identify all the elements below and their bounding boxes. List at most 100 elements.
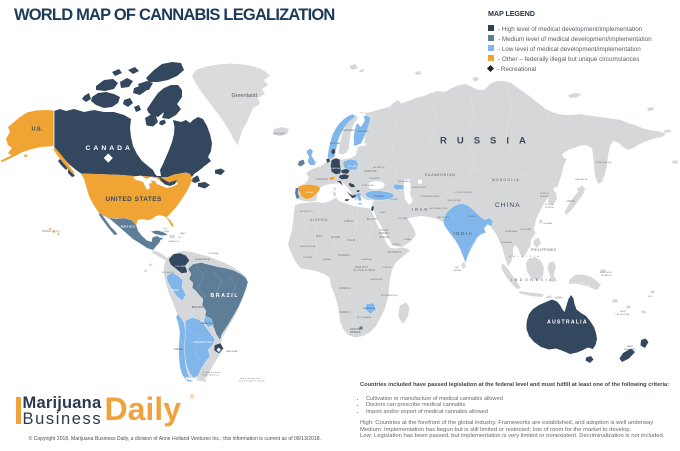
svg-text:UKRAINE: UKRAINE: [369, 177, 380, 180]
svg-text:AUSTRALIA: AUSTRALIA: [547, 320, 588, 326]
svg-text:TAJIKISTAN: TAJIKISTAN: [447, 199, 461, 202]
svg-text:ECUADOR: ECUADOR: [162, 271, 175, 274]
svg-text:SAKHALIN: SAKHALIN: [575, 178, 588, 181]
svg-text:PERU: PERU: [171, 288, 179, 292]
svg-text:CANADA: CANADA: [86, 145, 133, 152]
svg-text:KOREA: KOREA: [545, 206, 554, 209]
svg-text:AFRICA: AFRICA: [350, 330, 361, 334]
svg-text:MALI: MALI: [316, 234, 323, 238]
svg-text:SUDAN: SUDAN: [379, 235, 389, 239]
svg-text:ANGOLA: ANGOLA: [339, 286, 351, 290]
svg-text:KAZAKHSTAN: KAZAKHSTAN: [425, 173, 456, 177]
svg-text:GUYANA: GUYANA: [208, 252, 219, 255]
svg-text:LANKA: LANKA: [453, 269, 462, 272]
svg-text:U.S.: U.S.: [32, 127, 43, 133]
svg-text:GUINEA: GUINEA: [303, 256, 313, 259]
svg-text:SWEDEN: SWEDEN: [342, 128, 355, 132]
svg-text:DEM REP: DEM REP: [355, 265, 368, 269]
svg-text:KAMCHATKA: KAMCHATKA: [596, 161, 612, 164]
svg-text:CUBA: CUBA: [162, 230, 169, 233]
svg-text:INDIA: INDIA: [454, 231, 474, 236]
svg-text:SOUTH: SOUTH: [545, 204, 554, 206]
svg-text:South Sandwich Islands: South Sandwich Islands: [239, 380, 265, 383]
svg-text:KYRGYZSTAN: KYRGYZSTAN: [455, 191, 472, 194]
svg-text:EGYPT: EGYPT: [367, 217, 378, 221]
svg-text:URUGUAY: URUGUAY: [226, 350, 239, 353]
svg-text:ETHIOPIA: ETHIOPIA: [388, 250, 402, 254]
svg-text:CALEDONIA: CALEDONIA: [615, 313, 630, 316]
svg-text:FINLAND: FINLAND: [358, 130, 369, 133]
svg-text:KOREA: KOREA: [540, 195, 549, 198]
svg-text:SPAIN: SPAIN: [306, 191, 314, 194]
svg-text:NIGERIA: NIGERIA: [338, 253, 350, 257]
svg-text:ZEALAND: ZEALAND: [624, 348, 636, 351]
svg-text:NAMIBIA: NAMIBIA: [339, 310, 351, 314]
svg-text:NEW: NEW: [620, 311, 626, 313]
svg-text:TAIWAN: TAIWAN: [543, 222, 553, 225]
svg-text:GHANA: GHANA: [322, 258, 331, 261]
svg-text:ROMANIA: ROMANIA: [362, 184, 374, 187]
svg-text:ZIMBABWE: ZIMBABWE: [363, 307, 376, 310]
svg-text:ICELAND: ICELAND: [273, 133, 285, 136]
svg-text:JAMAICA: JAMAICA: [168, 240, 179, 243]
svg-text:NEPAL: NEPAL: [468, 215, 477, 218]
svg-text:BOTSWANA: BOTSWANA: [357, 316, 371, 319]
svg-text:PAPUA: PAPUA: [577, 282, 585, 285]
svg-text:TURKEY: TURKEY: [374, 196, 384, 198]
svg-text:JAPAN: JAPAN: [566, 199, 575, 203]
svg-text:NEW GUINEA: NEW GUINEA: [575, 285, 590, 288]
svg-text:SYRIA: SYRIA: [390, 198, 398, 201]
svg-text:NORTH: NORTH: [540, 193, 549, 195]
svg-text:FRANCE: FRANCE: [316, 177, 328, 181]
svg-text:SOUTH: SOUTH: [350, 327, 360, 331]
svg-text:GEORGIA: GEORGIA: [398, 180, 409, 183]
svg-text:SOLOMON: SOLOMON: [600, 272, 613, 274]
svg-text:TANZANIA: TANZANIA: [370, 278, 383, 281]
svg-text:(Islas Malvinas): (Islas Malvinas): [202, 375, 219, 377]
svg-text:UZBEKISTAN: UZBEKISTAN: [410, 186, 426, 189]
svg-text:PHILIPPINES: PHILIPPINES: [531, 248, 557, 252]
svg-text:UNITED STATES: UNITED STATES: [106, 196, 163, 203]
svg-text:ARGENTINA: ARGENTINA: [193, 340, 212, 344]
svg-text:PARAGUAY: PARAGUAY: [201, 322, 215, 325]
svg-text:UGANDA: UGANDA: [361, 258, 372, 261]
svg-text:Greenland: Greenland: [232, 93, 258, 99]
svg-text:CHINA: CHINA: [495, 202, 521, 209]
svg-text:HAWAII (U.S.): HAWAII (U.S.): [42, 230, 60, 233]
svg-text:VENEZUELA: VENEZUELA: [195, 258, 210, 261]
svg-text:CHILE: CHILE: [174, 347, 183, 351]
svg-text:NIGER: NIGER: [331, 235, 340, 239]
svg-text:MONGOLIA: MONGOLIA: [492, 178, 520, 182]
svg-text:PAKISTAN: PAKISTAN: [437, 216, 449, 219]
svg-text:SRI: SRI: [455, 267, 459, 269]
svg-text:ALGERIA: ALGERIA: [310, 218, 328, 222]
svg-text:CHAD: CHAD: [347, 238, 355, 242]
svg-text:INDONESIA: INDONESIA: [511, 278, 554, 282]
svg-text:MOROCCO: MOROCCO: [300, 211, 313, 213]
svg-text:BOLIVIA: BOLIVIA: [192, 305, 204, 309]
svg-text:COLOMBIA: COLOMBIA: [175, 265, 188, 268]
svg-text:IRAN: IRAN: [412, 207, 429, 212]
svg-text:TURKMENISTAN: TURKMENISTAN: [420, 195, 440, 198]
svg-text:GERMANY: GERMANY: [331, 167, 344, 170]
svg-text:SAUDI: SAUDI: [380, 228, 389, 232]
svg-text:Falkland Islands: Falkland Islands: [203, 372, 221, 374]
svg-text:THAILAND: THAILAND: [500, 241, 513, 244]
svg-text:YEMEN: YEMEN: [392, 244, 401, 246]
svg-text:OMAN: OMAN: [404, 238, 412, 241]
svg-text:VIETNAM: VIETNAM: [520, 228, 531, 231]
svg-text:MYANMAR: MYANMAR: [505, 230, 518, 233]
svg-text:MEXICO: MEXICO: [121, 225, 136, 229]
svg-text:FIJI: FIJI: [648, 296, 653, 298]
svg-text:UKRAINE: UKRAINE: [364, 169, 377, 173]
svg-text:HAITI: HAITI: [180, 232, 187, 235]
svg-text:MOZAMBIQUE: MOZAMBIQUE: [381, 294, 398, 297]
svg-text:BELARUS: BELARUS: [373, 166, 385, 169]
svg-text:KUWAIT: KUWAIT: [399, 217, 409, 220]
svg-text:NORWAY: NORWAY: [330, 142, 341, 145]
svg-text:M A L A Y S I A: M A L A Y S I A: [509, 255, 540, 258]
svg-text:RUSSIA: RUSSIA: [440, 136, 536, 147]
svg-text:AFGHANISTAN: AFGHANISTAN: [430, 207, 448, 210]
svg-text:ARABIA: ARABIA: [379, 231, 390, 235]
svg-text:MAURITANIA: MAURITANIA: [300, 245, 316, 248]
